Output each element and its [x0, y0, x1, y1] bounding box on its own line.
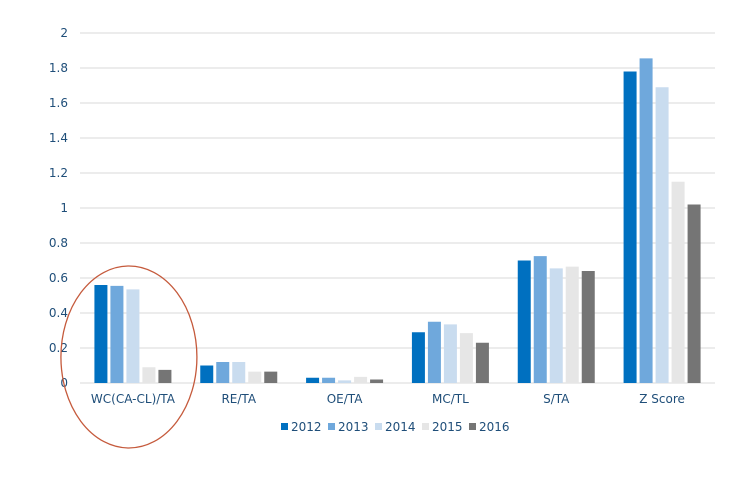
- bar-2012: [200, 365, 214, 383]
- bar-2014: [549, 268, 563, 383]
- category-label: MC/TL: [432, 392, 469, 406]
- bar-2014: [232, 362, 246, 383]
- legend: 2012 2013 2014 2015 2016: [281, 420, 510, 434]
- bars: [94, 58, 701, 383]
- bar-2013: [533, 256, 547, 383]
- bar-2013: [216, 362, 230, 383]
- bar-2012: [94, 285, 108, 383]
- bar-2013: [639, 58, 653, 383]
- bar-2015: [142, 367, 156, 383]
- y-tick-label: 2: [60, 26, 68, 40]
- bar-2016: [475, 342, 489, 383]
- bar-2015: [565, 266, 579, 383]
- bar-2016: [687, 204, 701, 383]
- y-tick-label: 1.6: [49, 96, 68, 110]
- legend-label: 2013: [338, 420, 369, 434]
- bar-2015: [248, 371, 262, 383]
- y-tick-label: 0.6: [49, 271, 68, 285]
- bar-2012: [411, 332, 425, 383]
- y-tick-label: 1.4: [49, 131, 68, 145]
- bar-2014: [655, 87, 669, 383]
- legend-swatch: [328, 423, 335, 430]
- bar-2012: [306, 377, 320, 383]
- bar-2014: [443, 324, 457, 383]
- bar-2012: [623, 71, 637, 383]
- y-tick-label: 0.8: [49, 236, 68, 250]
- bar-2014: [126, 289, 140, 383]
- annotations: [60, 265, 198, 449]
- legend-label: 2012: [291, 420, 322, 434]
- legend-swatch: [422, 423, 429, 430]
- bar-2015: [671, 181, 685, 383]
- bar-2016: [370, 379, 384, 383]
- y-tick-label: 1: [60, 201, 68, 215]
- legend-label: 2015: [432, 420, 463, 434]
- category-label: OE/TA: [327, 392, 363, 406]
- bar-2015: [354, 376, 368, 383]
- bar-2015: [459, 333, 473, 383]
- highlight-ellipse: [60, 265, 198, 449]
- category-label: S/TA: [543, 392, 570, 406]
- bar-2013: [322, 377, 336, 383]
- legend-swatch: [281, 423, 288, 430]
- y-axis-ticks: 00.20.40.60.811.21.41.61.82: [49, 26, 68, 390]
- category-label: RE/TA: [221, 392, 256, 406]
- y-tick-label: 1.8: [49, 61, 68, 75]
- bar-2012: [517, 260, 531, 383]
- category-label: Z Score: [639, 392, 685, 406]
- bar-2016: [581, 271, 595, 383]
- legend-label: 2016: [479, 420, 510, 434]
- legend-swatch: [375, 423, 382, 430]
- bar-2013: [427, 321, 441, 383]
- y-tick-label: 0.4: [49, 306, 68, 320]
- bar-2016: [158, 369, 172, 383]
- legend-swatch: [469, 423, 476, 430]
- x-axis-categories: WC(CA-CL)/TA RE/TA OE/TA MC/TL S/TA Z Score: [91, 392, 685, 406]
- y-tick-label: 1.2: [49, 166, 68, 180]
- bar-2013: [110, 285, 124, 383]
- grid-lines: [80, 32, 715, 384]
- bar-2016: [264, 371, 278, 383]
- bar-2014: [338, 380, 352, 383]
- legend-label: 2014: [385, 420, 416, 434]
- category-label: WC(CA-CL)/TA: [91, 392, 176, 406]
- y-tick-label: 0.2: [49, 341, 68, 355]
